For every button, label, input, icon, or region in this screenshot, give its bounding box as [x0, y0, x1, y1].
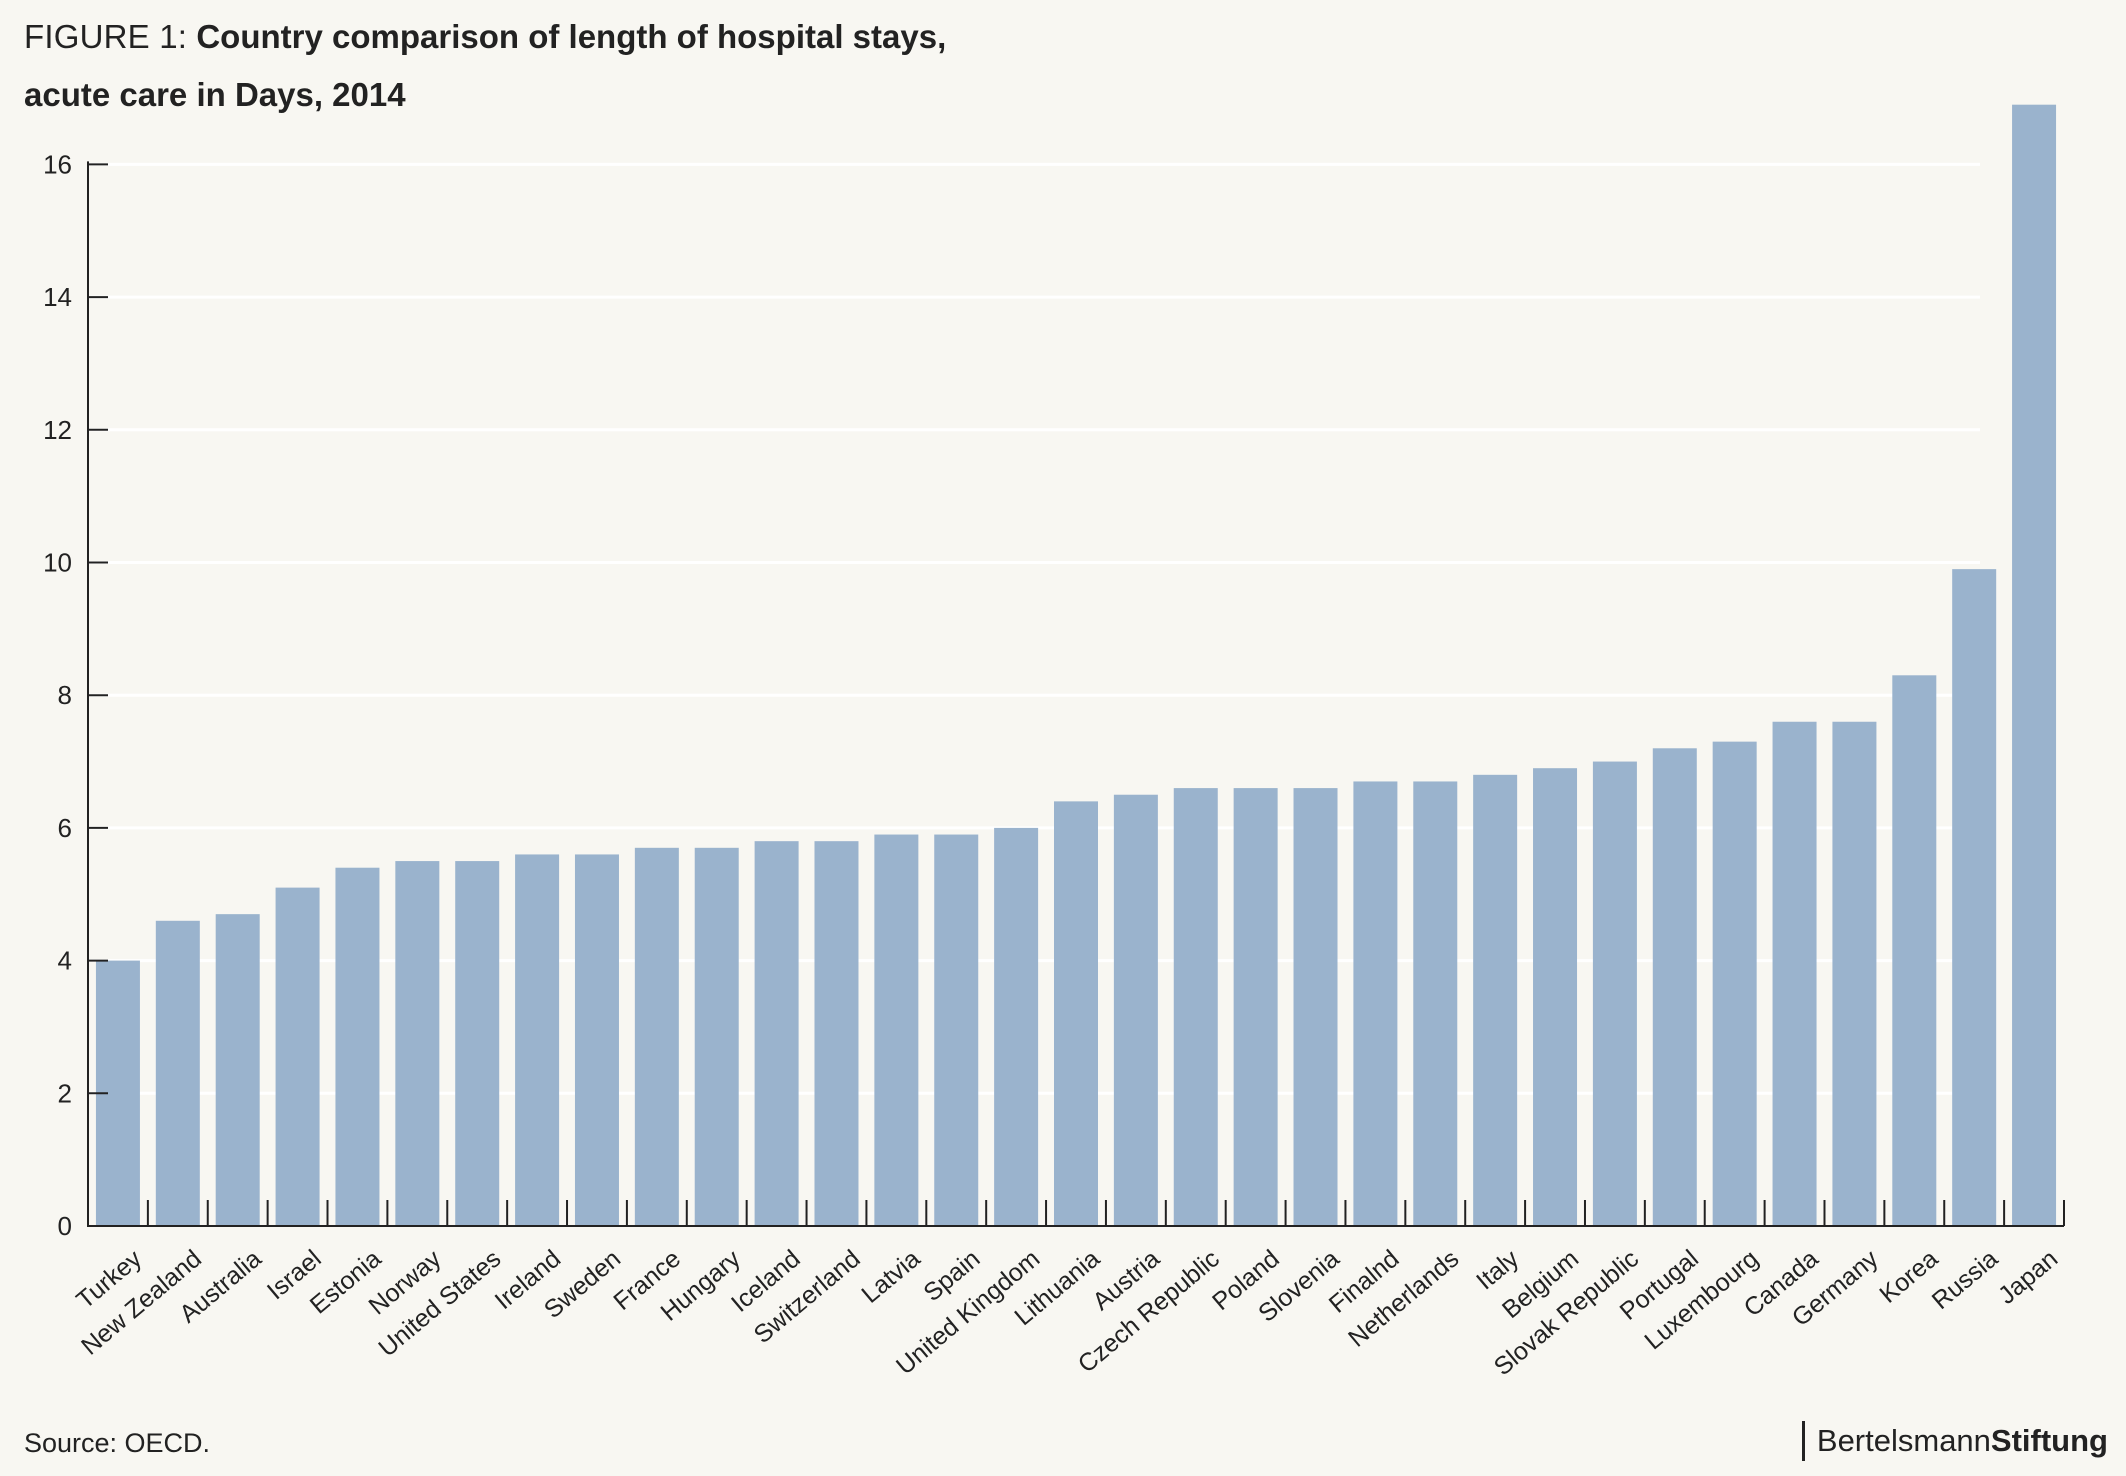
- bar-italy: [1473, 774, 1518, 1226]
- bar-portugal: [1652, 748, 1697, 1226]
- bar-belgium: [1533, 768, 1578, 1226]
- bar-canada: [1772, 721, 1817, 1226]
- bar-israel: [275, 887, 320, 1226]
- bar-hungary: [694, 847, 739, 1226]
- y-tick-label: 14: [43, 282, 72, 312]
- bar-slovak-republic: [1592, 761, 1637, 1226]
- bar-lithuania: [1054, 801, 1098, 1226]
- bar-korea: [1892, 675, 1937, 1226]
- y-tick-label: 2: [58, 1078, 72, 1108]
- bar-new-zealand: [155, 920, 200, 1226]
- y-tick-label: 16: [43, 149, 72, 179]
- bar-latvia: [874, 834, 919, 1226]
- title-line-2: acute care in Days, 2014: [24, 76, 406, 113]
- bar-estonia: [335, 867, 380, 1226]
- bar-luxembourg: [1712, 741, 1757, 1226]
- bar-czech-republic: [1173, 788, 1218, 1226]
- y-tick-label: 10: [43, 548, 72, 578]
- bar-spain: [934, 834, 979, 1226]
- x-tick-label: Japan: [1993, 1245, 2063, 1310]
- bar-australia: [215, 914, 260, 1226]
- y-tick-label: 6: [58, 813, 72, 843]
- bar-russia: [1952, 569, 1997, 1226]
- bar-united-kingdom: [994, 827, 1039, 1226]
- bar-united-states: [455, 861, 500, 1226]
- bar-netherlands: [1413, 781, 1458, 1226]
- bar-ireland: [515, 854, 560, 1226]
- source-note: Source: OECD.: [24, 1428, 211, 1458]
- bar-austria: [1113, 794, 1158, 1226]
- bar-germany: [1832, 721, 1877, 1226]
- figure-label: FIGURE 1:: [24, 18, 188, 55]
- bar-sweden: [574, 854, 619, 1226]
- title-line-1: Country comparison of length of hospital…: [196, 18, 947, 55]
- y-tick-label: 12: [43, 415, 72, 445]
- bar-norway: [395, 861, 440, 1226]
- bar-japan: [2012, 104, 2057, 1226]
- bar-switzerland: [814, 841, 859, 1226]
- x-tick-label: Russia: [1927, 1244, 2004, 1315]
- y-tick-label: 8: [58, 680, 72, 710]
- bar-iceland: [754, 841, 799, 1226]
- bar-poland: [1233, 788, 1278, 1226]
- chart-title: FIGURE 1: Country comparison of length o…: [24, 8, 1224, 124]
- bar-france: [634, 847, 679, 1226]
- bar-slovenia: [1293, 788, 1338, 1226]
- y-tick-label: 0: [58, 1211, 72, 1241]
- bertelsmann-logo: Bertelsmann Stiftung: [1801, 1420, 2108, 1462]
- logo-text-part2: Stiftung: [1990, 1423, 2108, 1458]
- logo-text-part1: Bertelsmann: [1816, 1423, 1991, 1458]
- x-tick-label: Latvia: [856, 1244, 925, 1308]
- bar-finalnd: [1353, 781, 1398, 1226]
- y-tick-label: 4: [58, 946, 72, 976]
- logo-divider: [1801, 1421, 1805, 1461]
